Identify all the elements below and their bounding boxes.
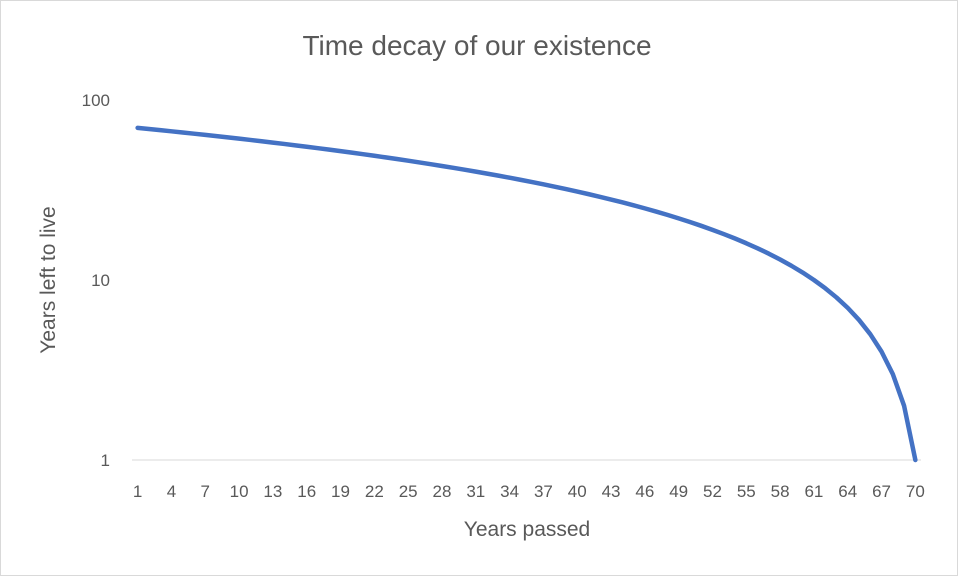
x-tick-label: 67 [872,482,891,501]
x-tick-label: 19 [331,482,350,501]
x-tick-label: 61 [804,482,823,501]
x-tick-label: 7 [201,482,210,501]
x-tick-label: 25 [399,482,418,501]
y-tick-label: 10 [91,271,110,290]
y-axis-label: Years left to live [37,206,60,353]
x-tick-label: 4 [167,482,176,501]
x-tick-label: 64 [838,482,857,501]
x-tick-label: 46 [635,482,654,501]
y-tick-label: 1 [101,451,110,470]
x-tick-label: 10 [230,482,249,501]
x-axis-ticks: 1 4 7 10 13 16 19 22 25 28 31 34 37 40 43 46 49 52 55 58 61 6… [133,482,925,501]
x-tick-label: 70 [906,482,925,501]
x-tick-label: 40 [568,482,587,501]
x-tick-label: 49 [669,482,688,501]
x-tick-label: 55 [737,482,756,501]
x-tick-label: 34 [500,482,519,501]
x-tick-label: 37 [534,482,553,501]
y-tick-label: 100 [82,91,110,110]
x-axis-label: Years passed [464,518,590,541]
x-tick-label: 22 [365,482,384,501]
chart-title: Time decay of our existence [302,30,651,61]
x-tick-label: 16 [297,482,316,501]
x-tick-label: 52 [703,482,722,501]
x-tick-label: 1 [133,482,142,501]
x-tick-label: 58 [771,482,790,501]
series-line [135,125,918,463]
y-axis-ticks: 1 10 100 [82,91,110,470]
x-tick-label: 28 [433,482,452,501]
x-tick-label: 31 [466,482,485,501]
x-tick-label: 13 [263,482,282,501]
x-tick-label: 43 [602,482,621,501]
